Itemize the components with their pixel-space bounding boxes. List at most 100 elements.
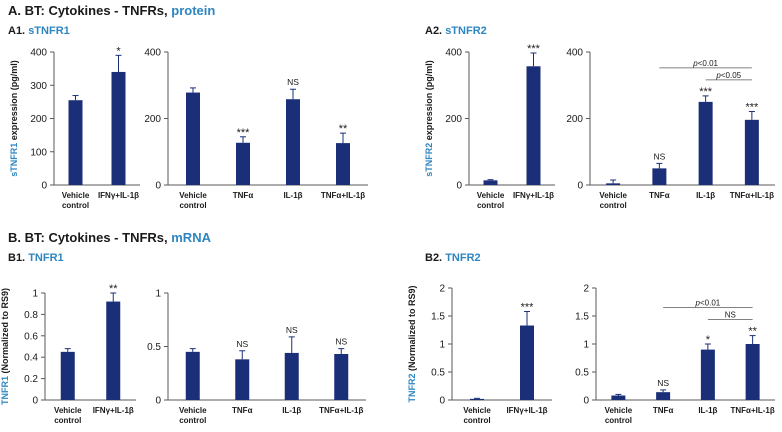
y-tick-label: 0.5 <box>431 368 445 379</box>
x-tick-label: control <box>179 201 206 210</box>
bar <box>111 71 126 185</box>
x-tick-label: TNFα+IL-1β <box>730 191 774 200</box>
y-axis-label-highlight: TNFR1 <box>0 376 10 405</box>
y-tick-label: 2 <box>439 284 445 295</box>
panel-b2-title: B2. TNFR2 <box>425 252 481 264</box>
y-tick-label: 0.5 <box>575 368 589 379</box>
bar <box>520 325 534 400</box>
bar <box>606 183 621 185</box>
y-tick-label: 0 <box>41 181 47 192</box>
significance-label: *** <box>745 102 759 114</box>
y-axis-label-rest: expression (pg/ml) <box>424 60 434 143</box>
chart-a2-left: 0 200 400 sTNFR2 expression (pg/ml) Vehiclec… <box>424 43 555 210</box>
x-tick-label: control <box>600 201 627 210</box>
x-tick-label: IL-1β <box>283 191 302 200</box>
bar <box>185 351 200 400</box>
x-tick-label: control <box>605 416 632 425</box>
y-tick-label: 1 <box>155 289 161 300</box>
x-tick-label: IFNγ+IL-1β <box>98 191 139 200</box>
significance-label: *** <box>527 43 541 55</box>
x-tick-label: IFNγ+IL-1β <box>513 191 554 200</box>
bar <box>286 99 300 185</box>
chart-a1-left: 0 100 200 300 400 sTNFR1 expression (pg/ml) Ve… <box>9 45 140 210</box>
x-tick-label: IL-1β <box>698 406 717 415</box>
x-tick-label: TNFα+IL-1β <box>319 406 363 415</box>
significance-label: ** <box>109 283 118 295</box>
y-axis-label-highlight: sTNFR2 <box>424 143 434 177</box>
bar <box>186 92 200 185</box>
y-tick-label: 100 <box>30 147 47 158</box>
significance-label: NS <box>335 337 347 347</box>
y-tick-label: 0 <box>456 181 462 192</box>
bar <box>334 353 349 400</box>
chart-b2-left: 0 0.5 1 1.5 2 TNFR2 (Normalized to RS9) Vehicl… <box>407 284 552 425</box>
y-axis-label-highlight: TNFR2 <box>407 374 417 403</box>
y-axis-label-rest: (Normalized to RS9) <box>407 285 417 373</box>
bar <box>470 398 484 400</box>
x-tick-label: control <box>62 201 89 210</box>
y-tick-label: 0.4 <box>24 353 38 364</box>
comparison-label: p<0.01 <box>695 299 721 308</box>
bar <box>284 352 299 400</box>
panel-a1-highlight: sTNFR1 <box>28 25 70 37</box>
y-tick-label: 400 <box>566 48 583 59</box>
significance-label: NS <box>236 339 248 349</box>
y-tick-label: 0 <box>155 181 161 192</box>
bar <box>68 100 83 185</box>
panel-b2-highlight: TNFR2 <box>445 252 481 264</box>
bar <box>526 66 541 185</box>
y-tick-label: 0 <box>583 396 589 407</box>
section-b-title-highlight: mRNA <box>171 230 211 245</box>
comparison-label: p<0.01 <box>692 59 718 68</box>
panel-a2-highlight: sTNFR2 <box>445 25 487 37</box>
section-a-title-highlight: protein <box>171 3 216 18</box>
significance-label: NS <box>286 325 298 335</box>
significance-label: *** <box>699 86 713 98</box>
significance-label: NS <box>653 151 665 161</box>
y-tick-label: 200 <box>30 114 47 125</box>
y-tick-label: 300 <box>30 81 47 92</box>
x-tick-label: TNFα <box>232 406 253 415</box>
significance-label: ** <box>748 326 757 338</box>
section-b-title-prefix: B. BT: Cytokines - TNFRs, <box>8 230 172 245</box>
y-axis-label: TNFR2 (Normalized to RS9) <box>407 285 417 402</box>
bar <box>106 301 121 400</box>
x-tick-label: Vehicle <box>179 406 207 415</box>
y-tick-label: 1 <box>439 340 445 351</box>
y-tick-label: 1.5 <box>431 312 445 323</box>
bar <box>60 351 75 400</box>
x-tick-label: TNFα+IL-1β <box>321 191 365 200</box>
y-axis-label: sTNFR1 expression (pg/ml) <box>9 60 19 177</box>
bar <box>483 180 498 185</box>
y-tick-label: 0.5 <box>147 342 161 353</box>
panel-a2-title: A2. sTNFR2 <box>425 25 487 37</box>
x-tick-label: TNFα <box>649 191 670 200</box>
x-tick-label: IFNγ+IL-1β <box>93 406 134 415</box>
comparison-label: p<0.05 <box>715 71 741 80</box>
y-tick-label: 200 <box>445 114 462 125</box>
significance-label: *** <box>521 302 535 314</box>
panel-b2-prefix: B2. <box>425 252 446 264</box>
x-tick-label: IFNγ+IL-1β <box>506 406 547 415</box>
section-a-title: A. BT: Cytokines - TNFRs, protein <box>8 3 215 18</box>
y-axis-label-rest: (Normalized to RS9) <box>0 288 10 376</box>
y-tick-label: 0.2 <box>24 374 38 385</box>
x-tick-label: Vehicle <box>62 191 90 200</box>
y-tick-label: 1 <box>32 289 38 300</box>
comparison-label-italic: p <box>715 71 721 80</box>
comparison-label: NS <box>725 311 736 320</box>
y-tick-label: 1.5 <box>575 312 589 323</box>
comparison-label-value: <0.05 <box>721 71 742 80</box>
x-tick-label: control <box>54 416 81 425</box>
section-b-title: B. BT: Cytokines - TNFRs, mRNA <box>8 230 211 245</box>
x-tick-label: Vehicle <box>605 406 633 415</box>
y-axis-label-highlight: sTNFR1 <box>9 143 19 177</box>
comparison-label-italic: p <box>695 299 701 308</box>
x-tick-label: TNFα <box>653 406 674 415</box>
significance-label: ** <box>339 123 348 135</box>
bar <box>698 101 713 185</box>
panel-b1-prefix: B1. <box>8 252 29 264</box>
